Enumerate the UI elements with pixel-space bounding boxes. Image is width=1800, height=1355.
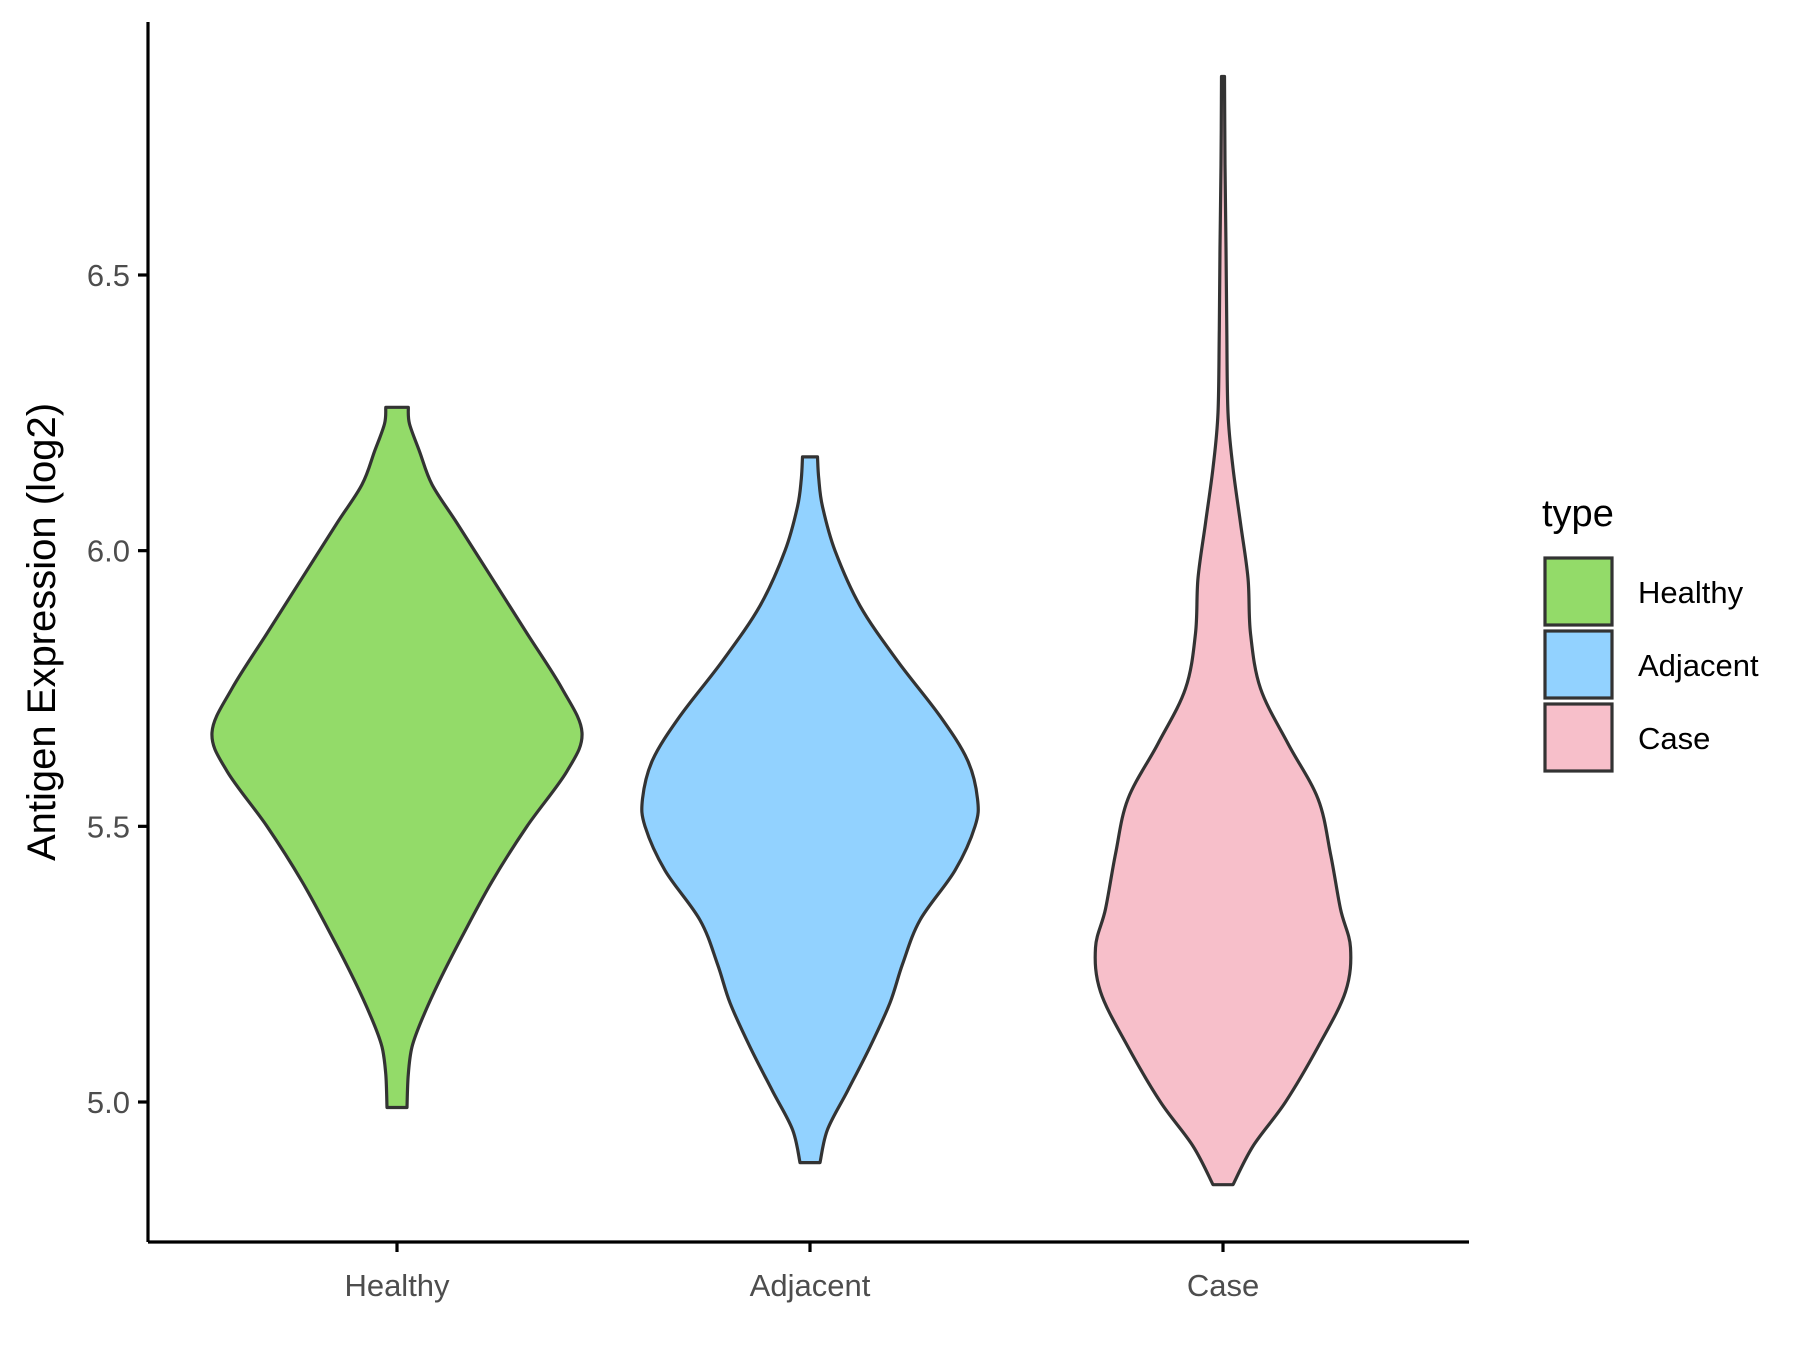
legend-swatch-adjacent [1543, 629, 1614, 700]
y-axis-title: Antigen Expression (log2) [20, 403, 64, 861]
y-tick-label: 6.5 [87, 258, 130, 293]
violin-healthy [210, 405, 584, 1110]
legend: type Healthy Adjacent Case [1542, 493, 1759, 773]
legend-title: type [1542, 493, 1614, 535]
x-tick-label: Healthy [344, 1268, 450, 1303]
legend-label-adjacent: Adjacent [1638, 648, 1759, 683]
legend-items: Healthy Adjacent Case [1543, 556, 1759, 773]
legend-label-healthy: Healthy [1638, 575, 1744, 610]
legend-label-case: Case [1638, 721, 1710, 756]
violins-layer [210, 74, 1353, 1187]
y-tick-label: 5.5 [87, 809, 130, 844]
legend-swatch-case [1543, 702, 1614, 773]
x-tick-label: Case [1187, 1268, 1259, 1303]
x-ticks-layer: Healthy Adjacent Case [344, 1242, 1259, 1303]
violin-adjacent [640, 455, 980, 1165]
legend-swatch-healthy [1543, 556, 1614, 627]
y-ticks-layer: 5.0 5.5 6.0 6.5 [87, 258, 148, 1120]
violin-case [1093, 74, 1353, 1187]
y-tick-label: 6.0 [87, 534, 130, 569]
x-tick-label: Adjacent [750, 1268, 871, 1303]
y-tick-label: 5.0 [87, 1085, 130, 1120]
